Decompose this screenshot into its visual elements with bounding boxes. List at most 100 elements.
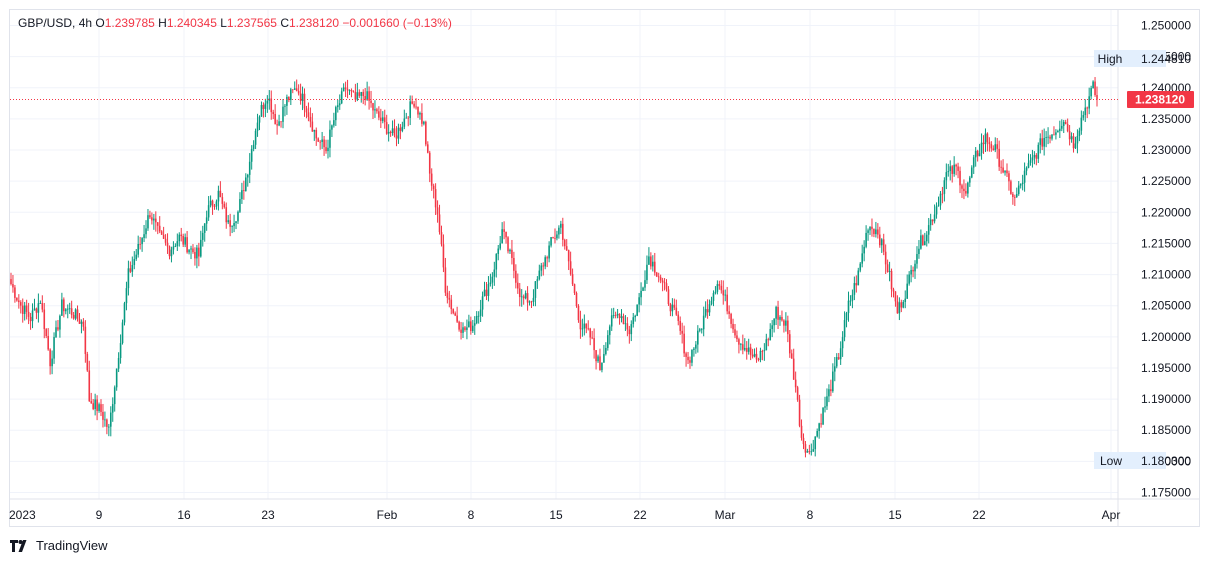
tradingview-logo-icon[interactable] — [10, 539, 30, 552]
candle — [628, 325, 631, 344]
candle-body — [653, 261, 656, 273]
candle — [646, 255, 648, 284]
candle-body — [315, 129, 318, 139]
candle — [239, 192, 241, 213]
candle — [88, 360, 91, 402]
candle — [27, 302, 30, 325]
candle — [76, 305, 79, 322]
candle-body — [278, 121, 280, 126]
candle-body — [299, 93, 302, 102]
candle — [1049, 134, 1051, 144]
candle — [673, 298, 676, 311]
candle-body — [689, 360, 691, 363]
open-label: O — [95, 16, 105, 30]
candle — [1017, 180, 1020, 196]
chart-frame[interactable] — [9, 9, 1200, 527]
candle-body — [859, 263, 862, 271]
candle — [250, 145, 253, 170]
candle — [493, 261, 496, 286]
brand-label[interactable]: TradingView — [36, 538, 108, 553]
candle-body — [953, 164, 955, 174]
candle — [471, 319, 474, 333]
candle — [448, 290, 451, 308]
candle-body — [697, 330, 699, 345]
candle-body — [980, 142, 983, 154]
candle — [622, 313, 625, 325]
candle — [207, 196, 210, 221]
candle — [223, 201, 226, 209]
candle — [123, 301, 126, 326]
candle — [115, 368, 118, 391]
candle-body — [376, 109, 378, 112]
candle — [299, 83, 302, 105]
candle-body — [597, 356, 599, 362]
candle-body — [295, 88, 298, 91]
candle — [1006, 163, 1008, 178]
candle-body — [143, 234, 145, 239]
candle — [992, 145, 995, 151]
candle-body — [1039, 138, 1042, 145]
candle — [996, 138, 999, 159]
candle — [395, 126, 398, 147]
symbol-name[interactable]: GBP/USD — [18, 16, 73, 30]
candle — [100, 399, 102, 417]
candle — [268, 90, 271, 110]
candle — [360, 91, 363, 103]
candle-body — [769, 329, 772, 341]
candle — [344, 81, 347, 98]
candle-body — [863, 246, 865, 254]
price-axis[interactable]: 1.2500001.2450001.2400001.2350001.230000… — [1141, 19, 1191, 500]
candle — [211, 199, 214, 215]
candle-body — [80, 321, 83, 324]
candle-body — [924, 241, 926, 246]
candle-body — [536, 279, 539, 282]
candle-body — [528, 301, 531, 303]
candle — [133, 251, 136, 270]
candle — [806, 448, 809, 453]
candle-body — [160, 231, 163, 235]
interval-label[interactable]: 4h — [78, 16, 93, 30]
candle-body — [822, 407, 824, 425]
candle-body — [583, 323, 586, 329]
candle — [769, 323, 772, 341]
candle — [331, 124, 333, 138]
time-axis[interactable]: 2023 9 16 23 Feb 8 15 22 Mar 8 15 22 Apr — [9, 508, 1120, 522]
candle — [98, 402, 100, 413]
candle — [129, 261, 132, 274]
candle-body — [935, 206, 938, 215]
symbol-legend: GBP/USD, 4h O1.239785 H1.240345 L1.23756… — [18, 16, 452, 30]
candle-body — [1017, 185, 1020, 195]
candle-body — [931, 219, 934, 222]
candle-body — [544, 257, 546, 267]
candle — [466, 319, 468, 340]
x-tick-label: 8 — [807, 508, 814, 522]
candle-body — [115, 368, 118, 388]
candle — [1002, 159, 1004, 174]
candle-body — [43, 309, 46, 330]
candle-body — [614, 315, 617, 316]
candle — [470, 316, 472, 335]
candle-body — [702, 315, 705, 330]
candle — [661, 277, 664, 292]
candle — [254, 128, 257, 150]
candle — [1015, 187, 1018, 198]
candle-body — [272, 112, 275, 114]
candle-body — [957, 166, 959, 171]
candle — [446, 285, 449, 304]
candle — [593, 328, 595, 359]
candle — [577, 304, 580, 323]
candle-body — [542, 265, 545, 267]
candle-body — [743, 347, 746, 350]
candle — [820, 413, 822, 428]
candle — [411, 95, 413, 105]
candle-body — [186, 237, 188, 253]
candle-body — [1047, 136, 1049, 138]
candle — [802, 433, 805, 450]
candle — [920, 229, 922, 250]
candle-body — [104, 419, 106, 421]
candle — [961, 183, 963, 198]
candle-body — [955, 164, 957, 167]
candle-body — [683, 333, 685, 354]
candle — [464, 325, 466, 332]
